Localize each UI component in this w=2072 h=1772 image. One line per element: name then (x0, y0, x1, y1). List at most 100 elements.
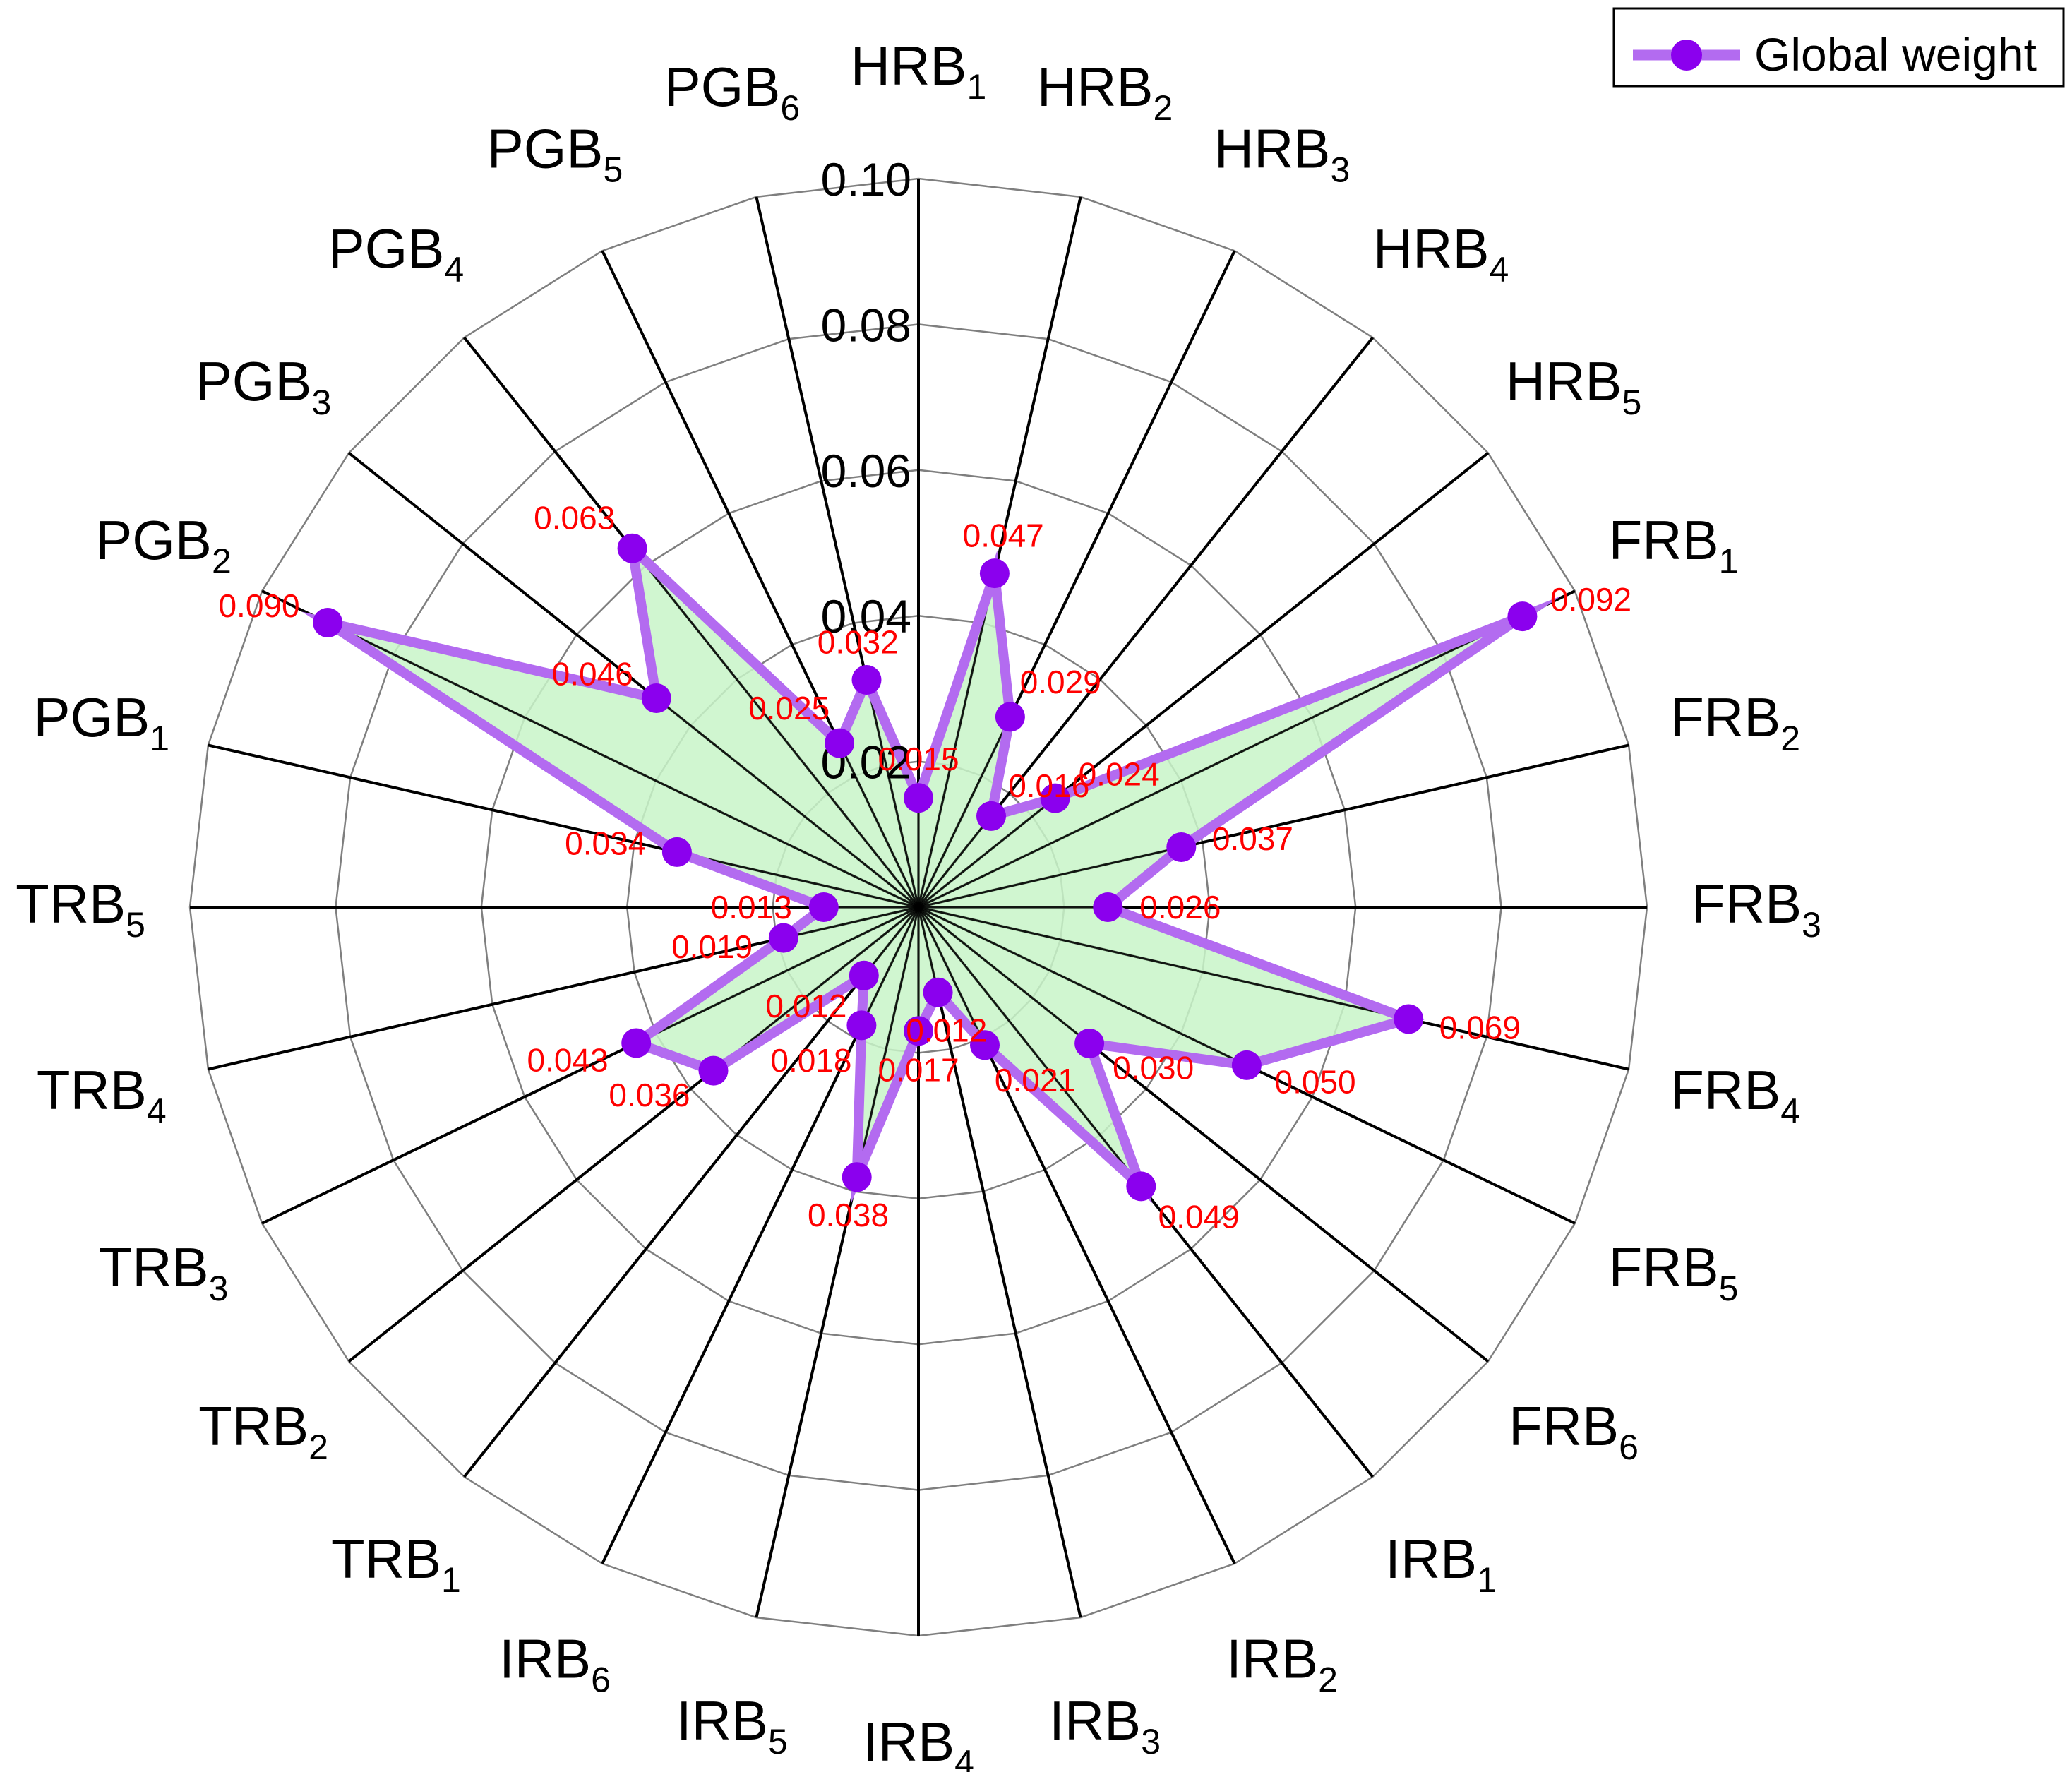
axis-label: HRB1 (851, 35, 987, 107)
axis-label-base: HRB (1214, 118, 1331, 180)
data-value-label: 0.030 (1113, 1049, 1194, 1086)
data-point-marker (979, 558, 1010, 589)
data-point-marker (1093, 892, 1123, 922)
axis-label-subscript: 1 (1477, 1560, 1497, 1600)
axis-label-subscript: 3 (1802, 905, 1821, 945)
data-point-marker (617, 533, 647, 563)
axis-label-base: FRB (1670, 1059, 1780, 1121)
data-value-label: 0.032 (818, 623, 899, 660)
axis-label-subscript: 5 (768, 1722, 788, 1761)
data-point-marker (808, 892, 839, 922)
axis-label-subscript: 4 (444, 250, 464, 289)
data-value-label: 0.021 (995, 1062, 1076, 1098)
axis-spoke-overlay (917, 250, 1236, 908)
axis-label-base: IRB (676, 1689, 768, 1752)
axis-label-subscript: 6 (780, 88, 800, 128)
data-value-label: 0.037 (1212, 820, 1293, 857)
axis-spoke-overlay (261, 906, 919, 1225)
axis-spoke-overlay (917, 906, 1082, 1618)
axis-label-subscript: 3 (1330, 150, 1350, 190)
axis-label: PGB1 (34, 686, 170, 758)
axis-label: PGB5 (487, 118, 623, 190)
axis-label-base: FRB (1509, 1395, 1619, 1457)
legend-marker-sample (1671, 40, 1702, 71)
data-value-label: 0.024 (1079, 755, 1160, 792)
data-value-label: 0.043 (527, 1041, 608, 1078)
axis-label-base: HRB (1506, 350, 1622, 412)
axis-label-subscript: 2 (1318, 1660, 1338, 1700)
axis-label: IRB6 (499, 1628, 611, 1700)
data-point-marker (995, 702, 1025, 732)
axis-label-base: FRB (1691, 873, 1802, 935)
data-value-label: 0.049 (1158, 1198, 1240, 1235)
axis-label-base: HRB (1037, 56, 1154, 118)
axis-label-base: PGB (34, 686, 150, 748)
axis-label: TRB3 (99, 1236, 229, 1308)
axis-label-base: IRB (863, 1711, 954, 1772)
series-fill (328, 548, 1523, 1187)
axis-label-base: TRB (331, 1528, 441, 1590)
axis-label: IRB2 (1226, 1628, 1338, 1700)
data-value-label: 0.038 (808, 1197, 889, 1233)
legend: Global weight (1612, 7, 2065, 88)
axis-label-base: FRB (1609, 1236, 1719, 1298)
axis-label-subscript: 5 (1719, 1269, 1739, 1308)
axis-label: FRB6 (1509, 1395, 1639, 1467)
axis-label-subscript: 4 (1490, 250, 1509, 289)
axis-spoke-overlay (917, 906, 1236, 1564)
axis-spoke-overlay (917, 196, 1082, 908)
data-value-label: 0.029 (1020, 664, 1101, 700)
data-value-label: 0.016 (1008, 767, 1089, 804)
data-point-marker (661, 837, 692, 867)
axis-spoke-overlay (918, 743, 1629, 909)
axis-label: HRB3 (1214, 118, 1351, 190)
axis-label-base: PGB (328, 217, 445, 280)
data-value-label: 0.036 (609, 1077, 690, 1113)
data-point-marker (621, 1028, 652, 1058)
data-point-marker (825, 728, 855, 758)
axis-spoke-overlay (755, 196, 920, 908)
axis-label-base: PGB (487, 118, 604, 180)
axis-label: IRB1 (1385, 1528, 1497, 1600)
data-point-marker (313, 608, 343, 637)
axis-label: PGB4 (328, 217, 465, 289)
data-value-label: 0.015 (878, 741, 959, 777)
data-value-label: 0.026 (1139, 889, 1221, 926)
radial-tick-label: 0.04 (821, 590, 911, 642)
data-point-marker (1394, 1004, 1424, 1034)
legend-label: Global weight (1754, 28, 2037, 80)
axis-label-base: PGB (664, 56, 781, 118)
data-value-label: 0.047 (963, 517, 1044, 554)
axis-spoke-overlay (601, 250, 920, 908)
axis-label-subscript: 1 (441, 1560, 461, 1600)
axis-label: IRB3 (1049, 1689, 1161, 1761)
axis-label-subscript: 5 (603, 150, 623, 190)
data-point-marker (1126, 1171, 1156, 1202)
radial-tick-label: 0.10 (821, 153, 911, 205)
axis-label-base: HRB (1373, 217, 1490, 280)
axis-label-subscript: 2 (1154, 88, 1173, 128)
axis-label: IRB4 (863, 1711, 974, 1772)
axis-label: TRB4 (37, 1059, 167, 1131)
data-point-marker (904, 783, 933, 813)
axis-label-subscript: 3 (311, 383, 331, 422)
radial-tick-label: 0.08 (821, 299, 911, 351)
axis-label-subscript: 3 (209, 1269, 229, 1308)
axis-spoke-overlay (463, 906, 920, 1478)
axis-label: FRB2 (1670, 686, 1800, 758)
data-point-marker (1040, 783, 1070, 813)
series-area (190, 179, 1647, 1636)
data-value-label: 0.019 (671, 928, 753, 965)
axis-spoke-overlay (918, 452, 1489, 909)
data-point-marker (849, 960, 879, 990)
axis-label-subscript: 2 (309, 1427, 328, 1467)
axis-label-subscript: 4 (1780, 1091, 1800, 1131)
data-point-marker (842, 1162, 872, 1192)
axis-label-subscript: 4 (954, 1743, 974, 1772)
data-point-marker (851, 665, 882, 695)
axis-label: HRB2 (1037, 56, 1173, 128)
axis-label-subscript: 5 (1622, 383, 1641, 422)
data-point-marker (1074, 1029, 1105, 1058)
